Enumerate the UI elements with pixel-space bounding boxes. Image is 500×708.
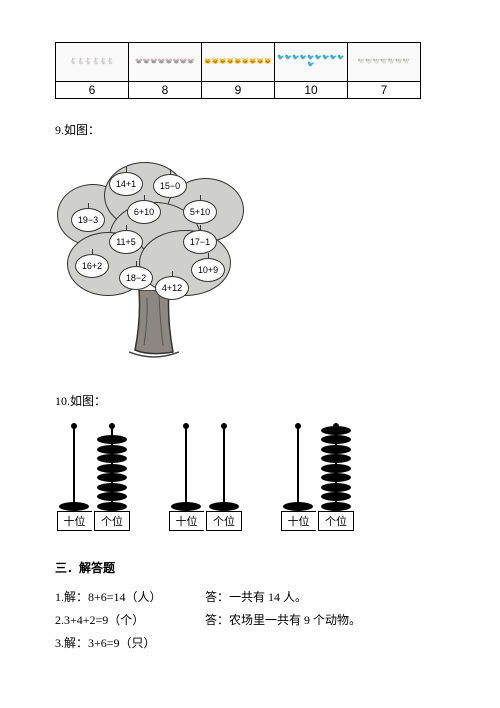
section-3-title: 三．解答题 — [55, 559, 445, 576]
abacus-label-ones: 个位 — [94, 511, 130, 531]
count-value-cell: 6 — [56, 82, 129, 99]
abacus-bead — [321, 502, 351, 511]
count-value-cell: 8 — [129, 82, 202, 99]
abacus-bead — [321, 483, 351, 492]
answer-left: 3.解：3+6=9（只） — [55, 632, 205, 655]
abacus-bead — [97, 435, 127, 444]
abacus-bead — [321, 435, 351, 444]
count-picture-cell: 🐱🐱🐱🐱🐱🐱🐱🐱🐱 — [202, 43, 275, 82]
tree-fruit: 19−3 — [71, 208, 105, 232]
abacus-label-tens: 十位 — [281, 511, 316, 531]
abacus-rod-tens — [279, 423, 317, 511]
abacus-rod-tens — [55, 423, 93, 511]
abacus-bead — [97, 473, 127, 482]
abacus-bead — [97, 454, 127, 463]
abacus-row: 十位个位十位个位十位个位 — [55, 423, 445, 531]
abacus-rod-ones — [205, 423, 243, 511]
tree-fruit: 5+10 — [183, 200, 217, 224]
abacus-label-ones: 个位 — [206, 511, 242, 531]
tree-fruit: 16+2 — [75, 254, 109, 278]
abacus-bead — [283, 502, 313, 511]
tree-fruit: 18−2 — [119, 266, 153, 290]
answer-right: 答：农场里一共有 9 个动物。 — [205, 609, 361, 632]
counting-table: 🐇🐇🐇🐇🐇🐇🐭🐭🐭🐭🐭🐭🐭🐭🐱🐱🐱🐱🐱🐱🐱🐱🐱🐦🐦🐦🐦🐦🐦🐦🐦🐦🐦🕊️🕊️🕊️🕊… — [55, 42, 421, 99]
abacus-bead — [321, 464, 351, 473]
abacus-bead — [97, 483, 127, 492]
abacus-bead — [321, 492, 351, 501]
abacus-label-tens: 十位 — [57, 511, 92, 531]
abacus-rod-ones — [93, 423, 131, 511]
abacus: 十位个位 — [279, 423, 355, 531]
abacus-bead — [321, 426, 351, 435]
answer-left: 1.解：8+6=14（人） — [55, 586, 205, 609]
abacus: 十位个位 — [167, 423, 243, 531]
abacus-bead — [97, 464, 127, 473]
abacus-bead — [97, 445, 127, 454]
abacus-bead — [171, 502, 201, 511]
count-picture-cell: 🕊️🕊️🕊️🕊️🕊️🕊️🕊️ — [348, 43, 421, 82]
question-9-label: 9.如图： — [55, 121, 445, 138]
count-picture-cell: 🐇🐇🐇🐇🐇🐇 — [56, 43, 129, 82]
tree-fruit: 10+9 — [191, 258, 225, 282]
abacus-bead — [321, 454, 351, 463]
abacus-bead — [59, 502, 89, 511]
count-picture-cell: 🐦🐦🐦🐦🐦🐦🐦🐦🐦🐦 — [275, 43, 348, 82]
abacus-bead — [97, 492, 127, 501]
tree-figure: 14+1 15−0 19−3 6+10 5+10 11+5 17−1 16+2 18−2 10+9… — [49, 150, 259, 368]
question-10-label: 10.如图： — [55, 392, 445, 409]
abacus-rod-tens — [167, 423, 205, 511]
abacus-bead — [321, 473, 351, 482]
answers-block: 1.解：8+6=14（人）答：一共有 14 人。2.3+4+2=9（个）答：农场… — [55, 586, 445, 654]
count-picture-cell: 🐭🐭🐭🐭🐭🐭🐭🐭 — [129, 43, 202, 82]
abacus-label-tens: 十位 — [169, 511, 204, 531]
tree-fruit: 14+1 — [109, 172, 143, 196]
count-value-cell: 10 — [275, 82, 348, 99]
tree-fruit: 17−1 — [183, 230, 217, 254]
answer-right: 答：一共有 14 人。 — [205, 586, 307, 609]
abacus: 十位个位 — [55, 423, 131, 531]
answer-left: 2.3+4+2=9（个） — [55, 609, 205, 632]
abacus-bead — [321, 445, 351, 454]
abacus-bead — [209, 502, 239, 511]
abacus-bead — [97, 502, 127, 511]
tree-fruit: 6+10 — [127, 200, 161, 224]
tree-fruit: 11+5 — [109, 230, 143, 254]
count-value-cell: 7 — [348, 82, 421, 99]
tree-fruit: 4+12 — [155, 276, 189, 300]
count-value-cell: 9 — [202, 82, 275, 99]
abacus-rod-ones — [317, 423, 355, 511]
tree-fruit: 15−0 — [153, 174, 187, 198]
abacus-label-ones: 个位 — [318, 511, 354, 531]
